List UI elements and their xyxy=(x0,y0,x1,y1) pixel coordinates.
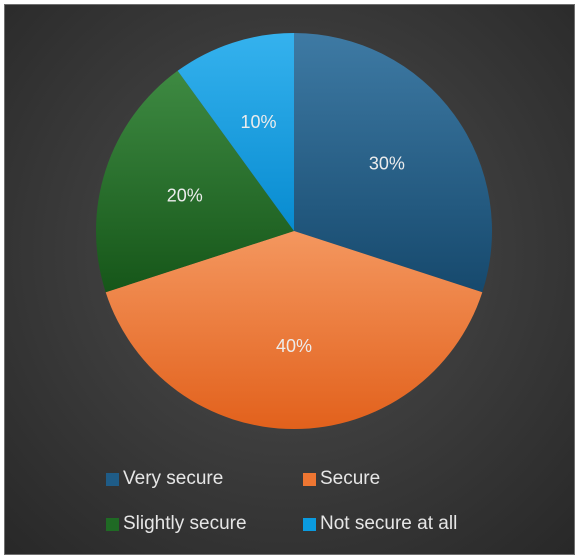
pie-slice-slightly-secure xyxy=(95,70,294,293)
pie-slice-very-secure xyxy=(294,33,493,293)
data-label-secure: 40% xyxy=(276,336,312,356)
pie-slice-secure xyxy=(105,231,483,430)
data-label-slightly-secure: 20% xyxy=(167,186,203,206)
pie-chart: 30% 40% 20% 10% xyxy=(95,33,493,430)
pie-slice-not-secure-at-all xyxy=(177,33,294,231)
data-label-very-secure: 30% xyxy=(369,154,405,174)
chart-frame: 30% 40% 20% 10% Very secure Secure Slightly… xyxy=(4,4,575,555)
data-label-not-secure-at-all: 10% xyxy=(240,112,276,132)
